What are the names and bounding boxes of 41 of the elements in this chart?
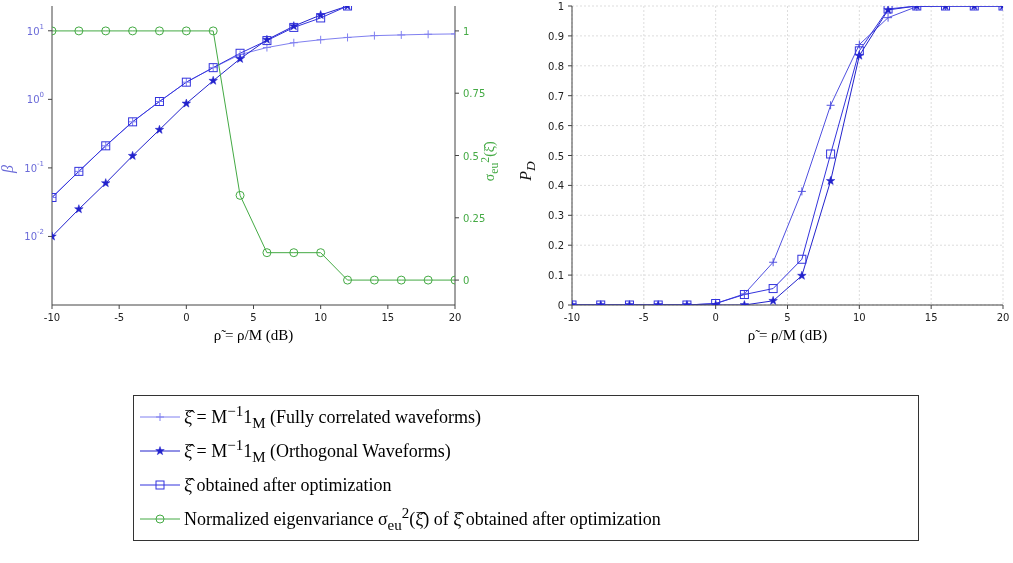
legend-label: ξ̂ = M$^{−1}$1$_{M}$ (Orthogonal Waveforms) bbox=[184, 436, 451, 466]
x-tick-label: 5 bbox=[250, 311, 257, 323]
y-tick-label: 0.8 bbox=[548, 60, 564, 72]
y-tick-label: 10$^{1}$ bbox=[26, 22, 44, 37]
x-tick-label: 0 bbox=[183, 311, 190, 323]
y-tick-label: 0.7 bbox=[548, 90, 564, 102]
y-tick-label: 0.5 bbox=[548, 150, 564, 161]
y-tick-label: 10$^{-2}$ bbox=[24, 228, 44, 242]
y-tick-label: 0.1 bbox=[548, 269, 564, 281]
y-tick-label: 0.3 bbox=[548, 209, 564, 221]
legend-label: ξ̂ obtained after optimization bbox=[184, 474, 392, 496]
y2-tick-label: 1 bbox=[463, 25, 470, 37]
x-tick-label: 20 bbox=[996, 311, 1010, 323]
legend-label: Normalized eigenvariance σ$_{eu}$$^{2}$(ξ̂) of ξ̂ obtained after optimization bbox=[184, 504, 661, 534]
y-tick-label: 0 bbox=[557, 299, 564, 311]
x-tick-label: 5 bbox=[784, 311, 791, 323]
x-tick-label: 20 bbox=[448, 311, 462, 323]
x-axis-title: ρ̃ = ρ/M (dB) bbox=[746, 327, 829, 344]
x-tick-label: -5 bbox=[114, 311, 125, 323]
y2-tick-label: 0.25 bbox=[463, 212, 486, 224]
y-axis-title: β bbox=[0, 164, 17, 176]
y-tick-label: 0.4 bbox=[548, 179, 564, 191]
x-tick-label: -10 bbox=[43, 311, 61, 323]
x-tick-label: 15 bbox=[381, 311, 395, 323]
x-axis-title: ρ̃ = ρ/M (dB) bbox=[212, 327, 295, 344]
y2-tick-label: 0.75 bbox=[463, 87, 486, 99]
x-tick-label: -5 bbox=[638, 311, 649, 323]
y-tick-label: 1 bbox=[557, 0, 564, 12]
y-tick-label: 0.6 bbox=[548, 120, 564, 132]
y-tick-label: 0.9 bbox=[548, 30, 564, 42]
legend-label: ξ̂ = M$^{−1}$1$_{M}$ (Fully correlated waveforms) bbox=[184, 402, 481, 432]
y-tick-label: 0.2 bbox=[548, 239, 564, 251]
x-tick-label: 0 bbox=[712, 311, 719, 323]
y-tick-label: 10$^{0}$ bbox=[26, 91, 44, 105]
x-tick-label: 10 bbox=[314, 311, 328, 323]
y-tick-label: 10$^{-1}$ bbox=[24, 159, 44, 174]
y2-tick-label: 0 bbox=[463, 274, 470, 286]
x-tick-label: 15 bbox=[924, 311, 938, 323]
y2-tick-label: 0.5 bbox=[463, 150, 479, 161]
x-tick-label: 10 bbox=[852, 311, 866, 323]
x-tick-label: -10 bbox=[563, 311, 581, 323]
